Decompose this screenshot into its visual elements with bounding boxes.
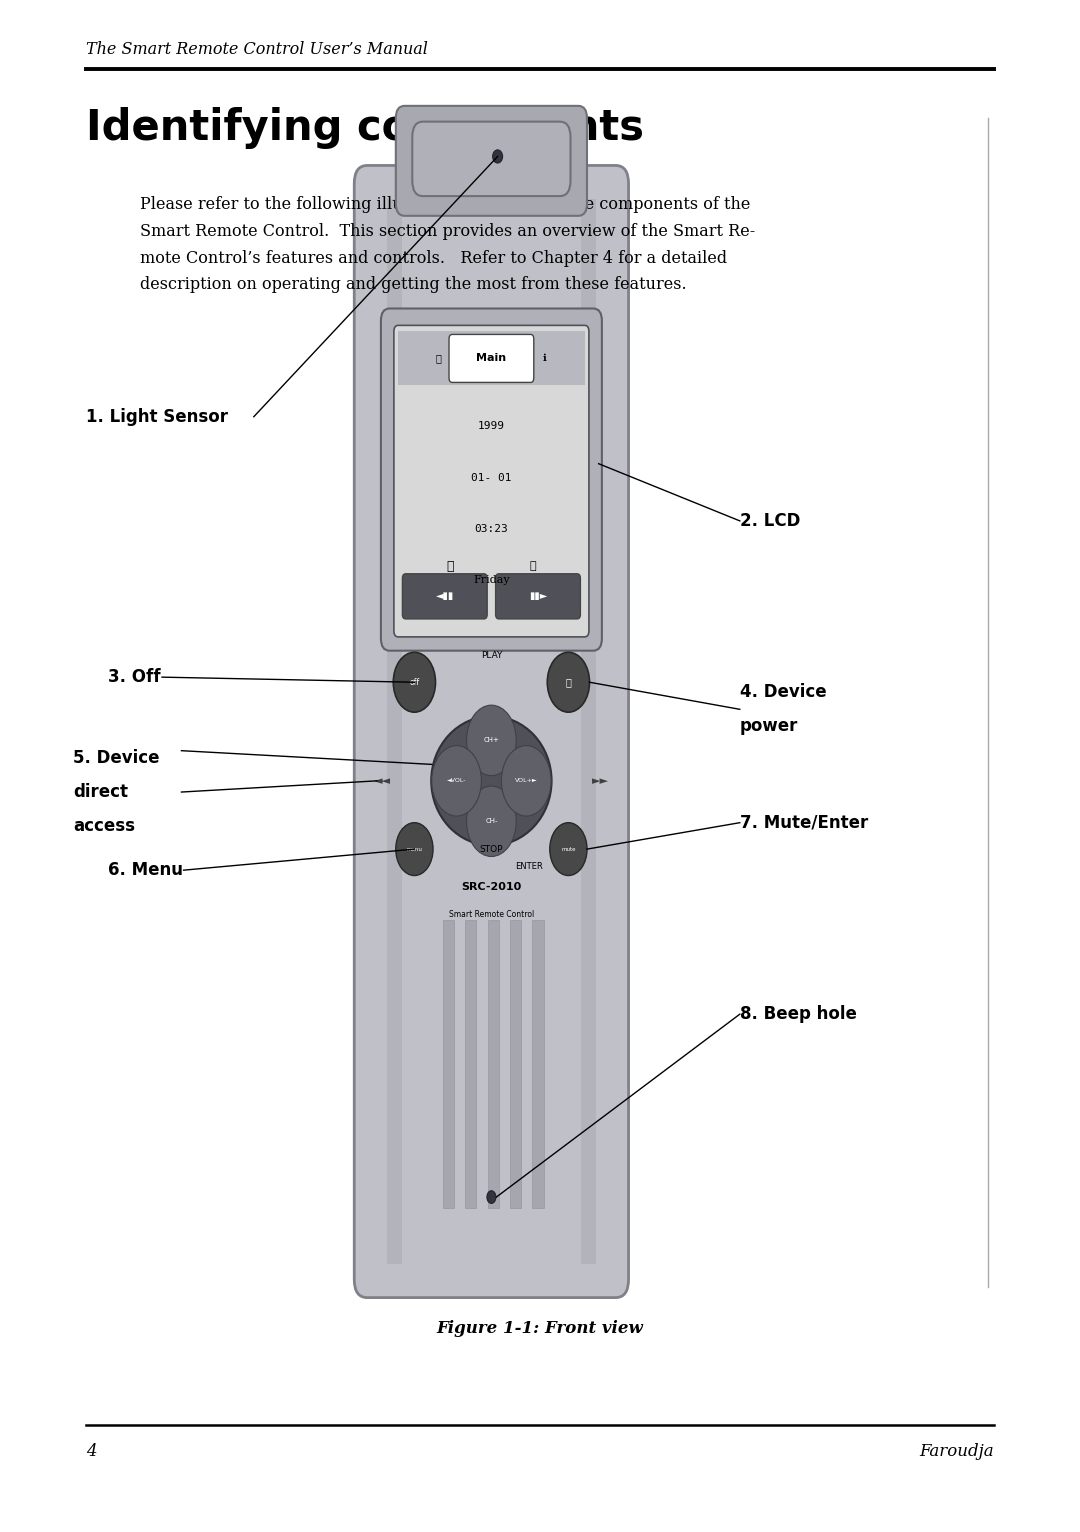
Circle shape [548, 653, 590, 712]
Text: 2. LCD: 2. LCD [740, 512, 800, 530]
Circle shape [467, 705, 516, 775]
Text: 7. Mute/Enter: 7. Mute/Enter [740, 813, 868, 832]
Bar [465, 919, 476, 1209]
FancyBboxPatch shape [381, 308, 602, 651]
Text: ▮▮►: ▮▮► [529, 591, 548, 602]
Text: Main: Main [476, 354, 507, 363]
Text: Figure 1-1: Front view: Figure 1-1: Front view [436, 1319, 644, 1337]
Text: menu: menu [406, 847, 422, 852]
Text: The Smart Remote Control User’s Manual: The Smart Remote Control User’s Manual [86, 41, 429, 58]
FancyBboxPatch shape [496, 574, 580, 619]
Text: STOP: STOP [480, 844, 503, 853]
Text: direct: direct [73, 783, 129, 801]
Text: VOL+►: VOL+► [515, 778, 538, 783]
Text: CH+: CH+ [484, 737, 499, 743]
FancyBboxPatch shape [403, 574, 487, 619]
Bar [443, 919, 455, 1209]
Ellipse shape [492, 150, 502, 162]
Text: 1999: 1999 [478, 421, 505, 432]
Text: 1. Light Sensor: 1. Light Sensor [86, 408, 228, 426]
Text: ►►: ►► [592, 775, 609, 786]
Text: Please refer to the following illustrations to identify the components of the
Sm: Please refer to the following illustrati… [140, 196, 756, 293]
Text: SRC-2010: SRC-2010 [461, 882, 522, 892]
Circle shape [467, 786, 516, 856]
Text: access: access [73, 817, 135, 835]
Bar [387, 199, 402, 1264]
Text: power: power [740, 717, 798, 735]
Text: CH-: CH- [485, 818, 498, 824]
Text: 5. Device: 5. Device [73, 749, 160, 768]
FancyBboxPatch shape [449, 334, 534, 383]
Circle shape [501, 746, 551, 817]
Text: ◄VOL-: ◄VOL- [447, 778, 467, 783]
Ellipse shape [431, 715, 552, 846]
Text: 01- 01: 01- 01 [471, 473, 512, 483]
Text: 4: 4 [86, 1443, 97, 1460]
Text: off: off [409, 677, 419, 686]
Text: ◄◄: ◄◄ [374, 775, 391, 786]
Circle shape [395, 823, 433, 875]
Circle shape [393, 653, 435, 712]
Text: Friday: Friday [473, 576, 510, 585]
Text: Faroudja: Faroudja [919, 1443, 994, 1460]
Text: 📷: 📷 [447, 559, 455, 573]
Text: ◄▮▮: ◄▮▮ [435, 591, 454, 602]
Circle shape [432, 746, 482, 817]
Bar [399, 331, 584, 386]
Text: Smart Remote Control: Smart Remote Control [449, 910, 534, 919]
Text: 🔊: 🔊 [529, 561, 536, 571]
Text: Identifying components: Identifying components [86, 107, 645, 149]
Text: 4. Device: 4. Device [740, 683, 826, 702]
Text: Ⓜ: Ⓜ [435, 354, 441, 363]
Text: ⏻: ⏻ [566, 677, 571, 688]
FancyBboxPatch shape [354, 165, 629, 1298]
Text: PLAY: PLAY [481, 651, 502, 660]
Bar [581, 199, 596, 1264]
FancyBboxPatch shape [394, 325, 589, 637]
FancyBboxPatch shape [395, 106, 588, 216]
Text: ENTER: ENTER [515, 861, 542, 870]
Circle shape [487, 1190, 496, 1204]
Text: ℹ: ℹ [543, 354, 546, 363]
Circle shape [550, 823, 588, 875]
Text: 8. Beep hole: 8. Beep hole [740, 1005, 856, 1023]
Bar [488, 919, 499, 1209]
Text: 3. Off: 3. Off [108, 668, 161, 686]
Bar [532, 919, 543, 1209]
Bar [510, 919, 522, 1209]
Text: 03:23: 03:23 [474, 524, 509, 535]
Text: 6. Menu: 6. Menu [108, 861, 183, 879]
FancyBboxPatch shape [413, 121, 570, 196]
Text: mute: mute [562, 847, 576, 852]
